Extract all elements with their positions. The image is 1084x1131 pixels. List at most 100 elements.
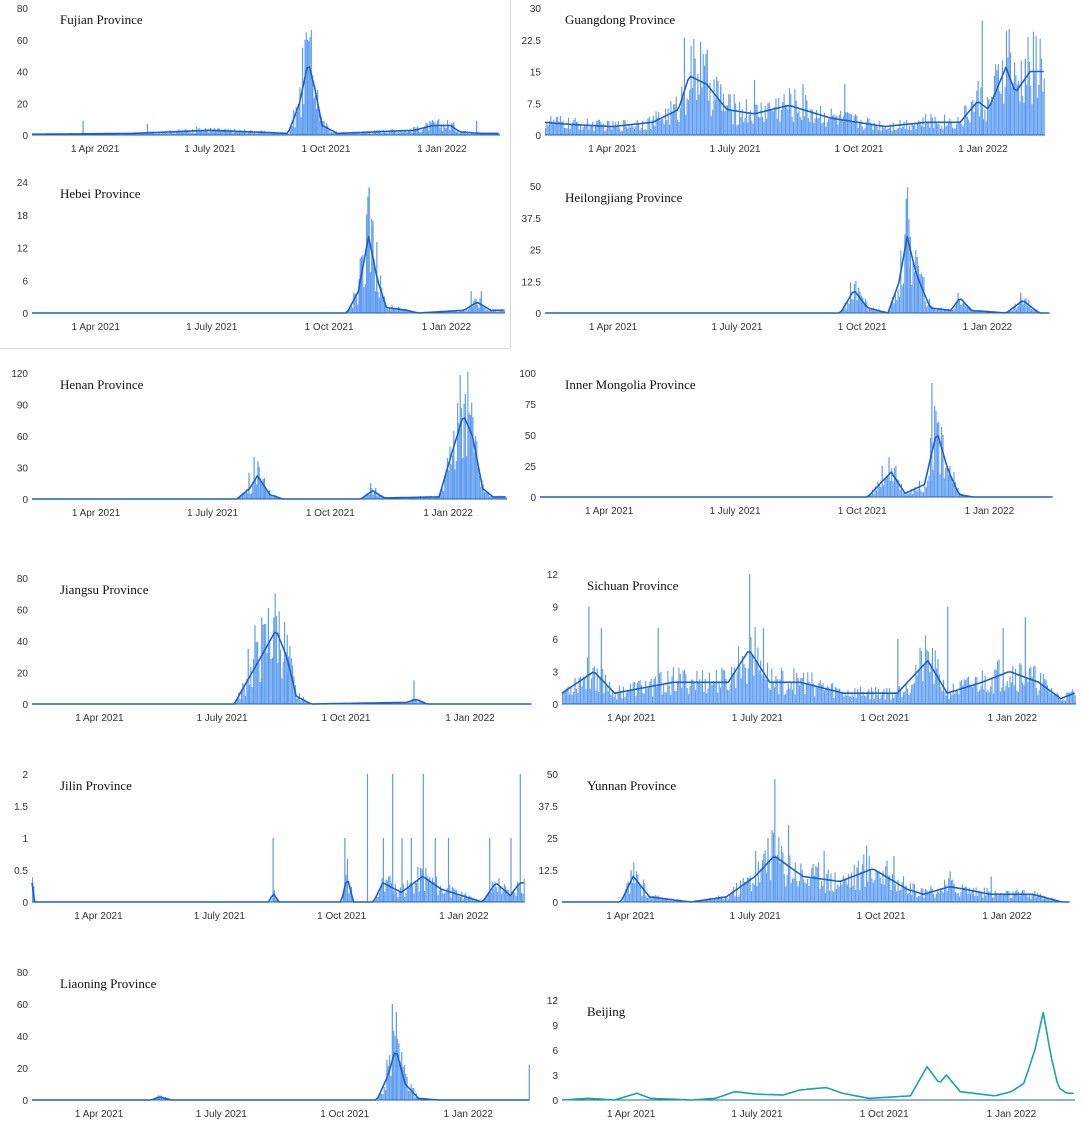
daily-bar bbox=[932, 307, 935, 313]
daily-bar bbox=[901, 881, 903, 902]
daily-bar bbox=[901, 285, 903, 313]
daily-bar bbox=[244, 695, 247, 704]
daily-bar bbox=[634, 681, 636, 704]
daily-bar bbox=[891, 131, 893, 135]
daily-bar-peak bbox=[480, 291, 482, 313]
daily-bar bbox=[733, 667, 735, 704]
daily-bar bbox=[768, 862, 770, 902]
daily-bar bbox=[189, 131, 191, 135]
daily-bar bbox=[380, 888, 382, 902]
daily-bar bbox=[796, 672, 798, 704]
daily-bar bbox=[575, 688, 577, 704]
x-tick-label: 1 Oct 2021 bbox=[320, 1109, 369, 1120]
daily-bar bbox=[938, 674, 940, 704]
daily-bar bbox=[987, 311, 989, 313]
daily-bar bbox=[984, 675, 986, 704]
daily-bar bbox=[631, 123, 633, 135]
daily-bar bbox=[900, 689, 902, 704]
daily-bar bbox=[362, 254, 364, 313]
daily-bar bbox=[893, 697, 895, 704]
daily-bar bbox=[834, 687, 837, 704]
daily-bar bbox=[866, 691, 868, 704]
y-tick-label: 9 bbox=[552, 603, 558, 614]
daily-bar bbox=[816, 867, 818, 902]
daily-bar bbox=[174, 133, 176, 135]
daily-bar bbox=[600, 121, 602, 135]
daily-bar bbox=[455, 890, 458, 902]
daily-bar bbox=[172, 133, 174, 135]
daily-bar bbox=[716, 898, 718, 902]
daily-bar bbox=[788, 88, 791, 135]
daily-bar bbox=[938, 892, 940, 902]
daily-bar bbox=[763, 122, 765, 135]
daily-bar bbox=[188, 132, 190, 135]
daily-bar bbox=[869, 122, 871, 135]
daily-bar bbox=[1051, 688, 1053, 704]
daily-bar bbox=[430, 883, 432, 902]
daily-bar bbox=[668, 686, 670, 704]
daily-bar bbox=[628, 124, 630, 135]
daily-bar bbox=[991, 96, 993, 135]
daily-bar bbox=[416, 882, 418, 902]
daily-bar bbox=[446, 887, 448, 902]
daily-bar bbox=[504, 497, 506, 499]
daily-bar bbox=[675, 900, 677, 902]
daily-bar bbox=[459, 132, 461, 135]
daily-bar bbox=[693, 38, 695, 135]
daily-bar bbox=[893, 303, 895, 313]
daily-bar bbox=[719, 687, 722, 704]
daily-bar-peak bbox=[261, 617, 263, 704]
daily-bar-peak bbox=[434, 838, 436, 902]
x-tick-label: 1 July 2021 bbox=[709, 144, 761, 155]
daily-bar bbox=[553, 119, 555, 135]
daily-bar bbox=[1002, 894, 1005, 902]
daily-bar bbox=[837, 689, 839, 704]
daily-bar bbox=[445, 892, 447, 902]
daily-bar bbox=[677, 119, 679, 135]
daily-bar bbox=[754, 627, 756, 704]
daily-bar bbox=[446, 458, 448, 499]
daily-bar bbox=[473, 301, 475, 313]
daily-bar bbox=[935, 122, 937, 135]
daily-bar bbox=[367, 131, 369, 135]
daily-bar bbox=[564, 689, 566, 704]
daily-bar bbox=[884, 478, 886, 497]
y-tick-label: 50 bbox=[525, 431, 537, 442]
daily-bar bbox=[1022, 890, 1024, 902]
daily-bar bbox=[963, 679, 965, 704]
daily-bar bbox=[447, 311, 449, 313]
daily-bar-peak bbox=[774, 779, 776, 902]
daily-bar bbox=[382, 298, 384, 313]
daily-bar-peak bbox=[762, 628, 765, 704]
y-tick-label: 25 bbox=[525, 462, 537, 473]
daily-bar bbox=[1038, 690, 1040, 704]
daily-bar bbox=[772, 682, 774, 704]
daily-bar bbox=[441, 131, 444, 135]
daily-bar bbox=[746, 683, 748, 704]
daily-bar bbox=[242, 683, 244, 704]
daily-bar bbox=[952, 683, 954, 704]
daily-bar bbox=[263, 624, 265, 704]
daily-bar bbox=[639, 130, 641, 135]
daily-bar bbox=[956, 690, 958, 704]
daily-bar bbox=[318, 107, 320, 135]
daily-bar bbox=[664, 692, 666, 704]
x-tick-label: 1 Apr 2021 bbox=[72, 322, 121, 333]
daily-bar bbox=[726, 896, 728, 902]
daily-bar bbox=[640, 685, 643, 704]
daily-bar bbox=[1010, 682, 1012, 704]
y-tick-label: 0.5 bbox=[14, 866, 28, 877]
daily-bar bbox=[493, 889, 495, 902]
daily-bar-peak bbox=[888, 457, 890, 497]
daily-bar bbox=[908, 694, 910, 704]
x-tick-label: 1 Jan 2022 bbox=[422, 322, 472, 333]
daily-bar bbox=[575, 122, 578, 135]
daily-bar bbox=[848, 303, 850, 313]
x-tick-label: 1 Apr 2021 bbox=[588, 144, 637, 155]
daily-bar bbox=[485, 492, 487, 499]
daily-bar bbox=[914, 122, 916, 135]
daily-bar bbox=[653, 678, 655, 704]
